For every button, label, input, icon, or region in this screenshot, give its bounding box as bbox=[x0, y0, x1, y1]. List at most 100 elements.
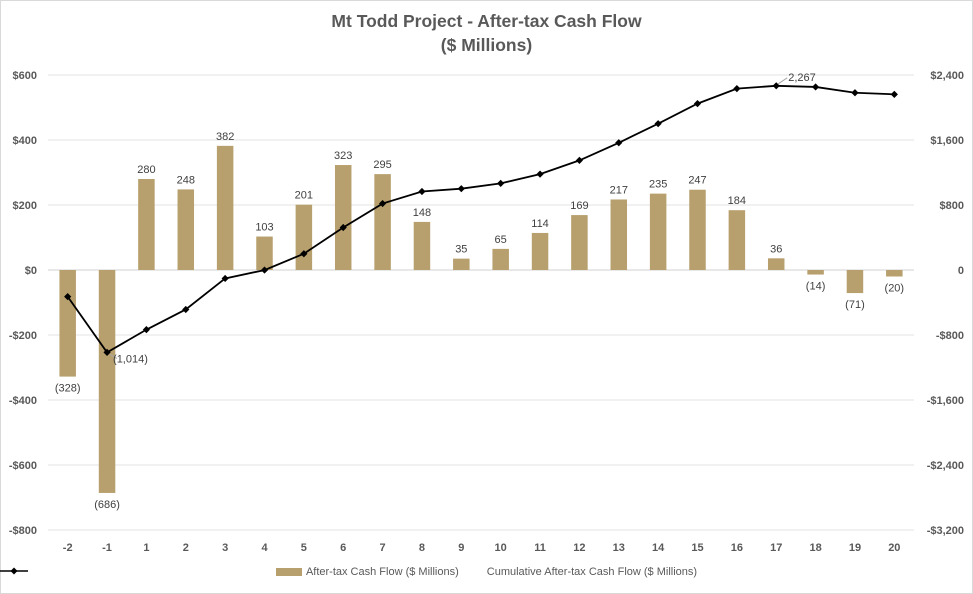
line-point bbox=[497, 179, 505, 187]
bar-data-label: 247 bbox=[688, 175, 706, 187]
bar bbox=[571, 215, 588, 270]
line-point bbox=[142, 326, 151, 334]
bar bbox=[216, 145, 234, 270]
y-left-tick-label: -$400 bbox=[9, 395, 37, 407]
x-tick-label: 10 bbox=[495, 542, 507, 554]
y-left-tick-label: $200 bbox=[13, 200, 37, 212]
chart-subtitle: ($ Millions) bbox=[440, 35, 533, 55]
y-right-tick-label: -$800 bbox=[936, 330, 964, 342]
bar bbox=[256, 236, 273, 270]
bar bbox=[374, 174, 391, 270]
y-right-tick-label: $1,600 bbox=[930, 135, 964, 147]
x-tick-label: 12 bbox=[573, 542, 585, 554]
bar-series bbox=[59, 145, 903, 493]
bar-data-label: 184 bbox=[728, 195, 746, 207]
y-left-tick-label: $0 bbox=[25, 265, 37, 277]
y-left-tick-label: -$200 bbox=[9, 330, 37, 342]
bar-data-label: 217 bbox=[610, 184, 628, 196]
bar bbox=[846, 270, 864, 294]
line-point bbox=[851, 89, 859, 97]
line-point-label: (1,014) bbox=[113, 353, 148, 365]
x-tick-label: 16 bbox=[731, 542, 743, 554]
bar-data-label: 295 bbox=[373, 159, 391, 171]
bar bbox=[728, 210, 746, 270]
legend: After-tax Cash Flow ($ Millions) Cumulat… bbox=[0, 566, 973, 578]
bar-data-label: 235 bbox=[649, 179, 667, 191]
line-point bbox=[536, 170, 544, 178]
data-labels: (328) (686) 280 248 382 103 201 323 295 148 35 65 11… bbox=[55, 72, 904, 511]
bar bbox=[649, 193, 667, 270]
line-point bbox=[64, 293, 72, 301]
bar bbox=[492, 248, 509, 270]
line-point bbox=[772, 82, 780, 90]
legend-item-line: Cumulative After-tax Cash Flow ($ Millio… bbox=[0, 566, 697, 578]
x-tick-label: 4 bbox=[261, 542, 268, 554]
y-right-tick-label: 0 bbox=[958, 265, 964, 277]
line-point bbox=[811, 83, 820, 91]
line-point bbox=[221, 274, 229, 283]
line-point bbox=[457, 185, 465, 193]
line-point-label: 2,267 bbox=[788, 72, 816, 84]
y-right-tick-label: $800 bbox=[940, 200, 964, 212]
bar-data-label: 65 bbox=[495, 234, 507, 246]
line-point bbox=[182, 305, 190, 314]
bar-data-label: 169 bbox=[570, 200, 588, 212]
bar bbox=[767, 258, 785, 270]
bar bbox=[138, 179, 155, 270]
line-point bbox=[260, 266, 269, 274]
bar bbox=[531, 232, 549, 270]
bar bbox=[59, 270, 76, 377]
x-tick-label: 11 bbox=[534, 542, 546, 554]
bar-data-label: 103 bbox=[255, 222, 273, 234]
y-left-tick-label: -$600 bbox=[9, 460, 37, 472]
x-tick-label: 5 bbox=[301, 542, 307, 554]
line-point bbox=[733, 85, 741, 93]
y-left-tick-label: $600 bbox=[13, 70, 37, 82]
y-right-tick-label: $2,400 bbox=[930, 70, 964, 82]
bar-data-label: (20) bbox=[885, 283, 905, 295]
bar-data-label: 201 bbox=[295, 190, 313, 202]
x-tick-label: 6 bbox=[340, 542, 346, 554]
bar bbox=[413, 221, 431, 270]
bar bbox=[334, 165, 352, 270]
bar-data-label: 280 bbox=[137, 164, 155, 176]
point-label-leader bbox=[777, 77, 788, 85]
x-tick-label: 9 bbox=[458, 542, 464, 554]
bar-data-label: 382 bbox=[216, 131, 234, 143]
y-left-tick-label: $400 bbox=[13, 135, 37, 147]
gridlines bbox=[48, 74, 914, 531]
x-tick-label: 14 bbox=[652, 542, 665, 554]
x-tick-label: 8 bbox=[419, 542, 425, 554]
y-left-tick-label: -$800 bbox=[9, 525, 37, 537]
line-point bbox=[575, 156, 584, 164]
line-series bbox=[64, 82, 898, 356]
x-tick-label: 18 bbox=[809, 542, 821, 554]
line-point bbox=[378, 199, 387, 208]
x-tick-label: 7 bbox=[380, 542, 386, 554]
bar bbox=[453, 258, 470, 270]
bar-data-label: 36 bbox=[770, 243, 782, 255]
bar bbox=[98, 270, 116, 493]
line-point bbox=[890, 90, 898, 98]
x-tick-label: 15 bbox=[691, 542, 703, 554]
line-point bbox=[339, 223, 347, 232]
line-point bbox=[103, 348, 111, 356]
line-point bbox=[418, 187, 426, 196]
line-point bbox=[300, 250, 308, 258]
point-label-leader bbox=[109, 353, 118, 359]
x-tick-label: 20 bbox=[888, 542, 900, 554]
bar-data-label: 148 bbox=[413, 207, 431, 219]
x-tick-label: 13 bbox=[613, 542, 625, 554]
legend-item-bar: After-tax Cash Flow ($ Millions) bbox=[275, 566, 459, 578]
bar-data-label: (71) bbox=[845, 299, 865, 311]
bar bbox=[177, 189, 195, 270]
bar-data-label: 248 bbox=[177, 174, 195, 186]
bar-data-label: 323 bbox=[334, 150, 352, 162]
y-right-tick-label: -$2,400 bbox=[927, 460, 964, 472]
bar-data-label: (686) bbox=[94, 499, 120, 511]
cumulative-line bbox=[66, 84, 895, 354]
line-point bbox=[615, 139, 623, 147]
bar bbox=[886, 270, 903, 277]
legend-line-swatch bbox=[0, 567, 28, 575]
